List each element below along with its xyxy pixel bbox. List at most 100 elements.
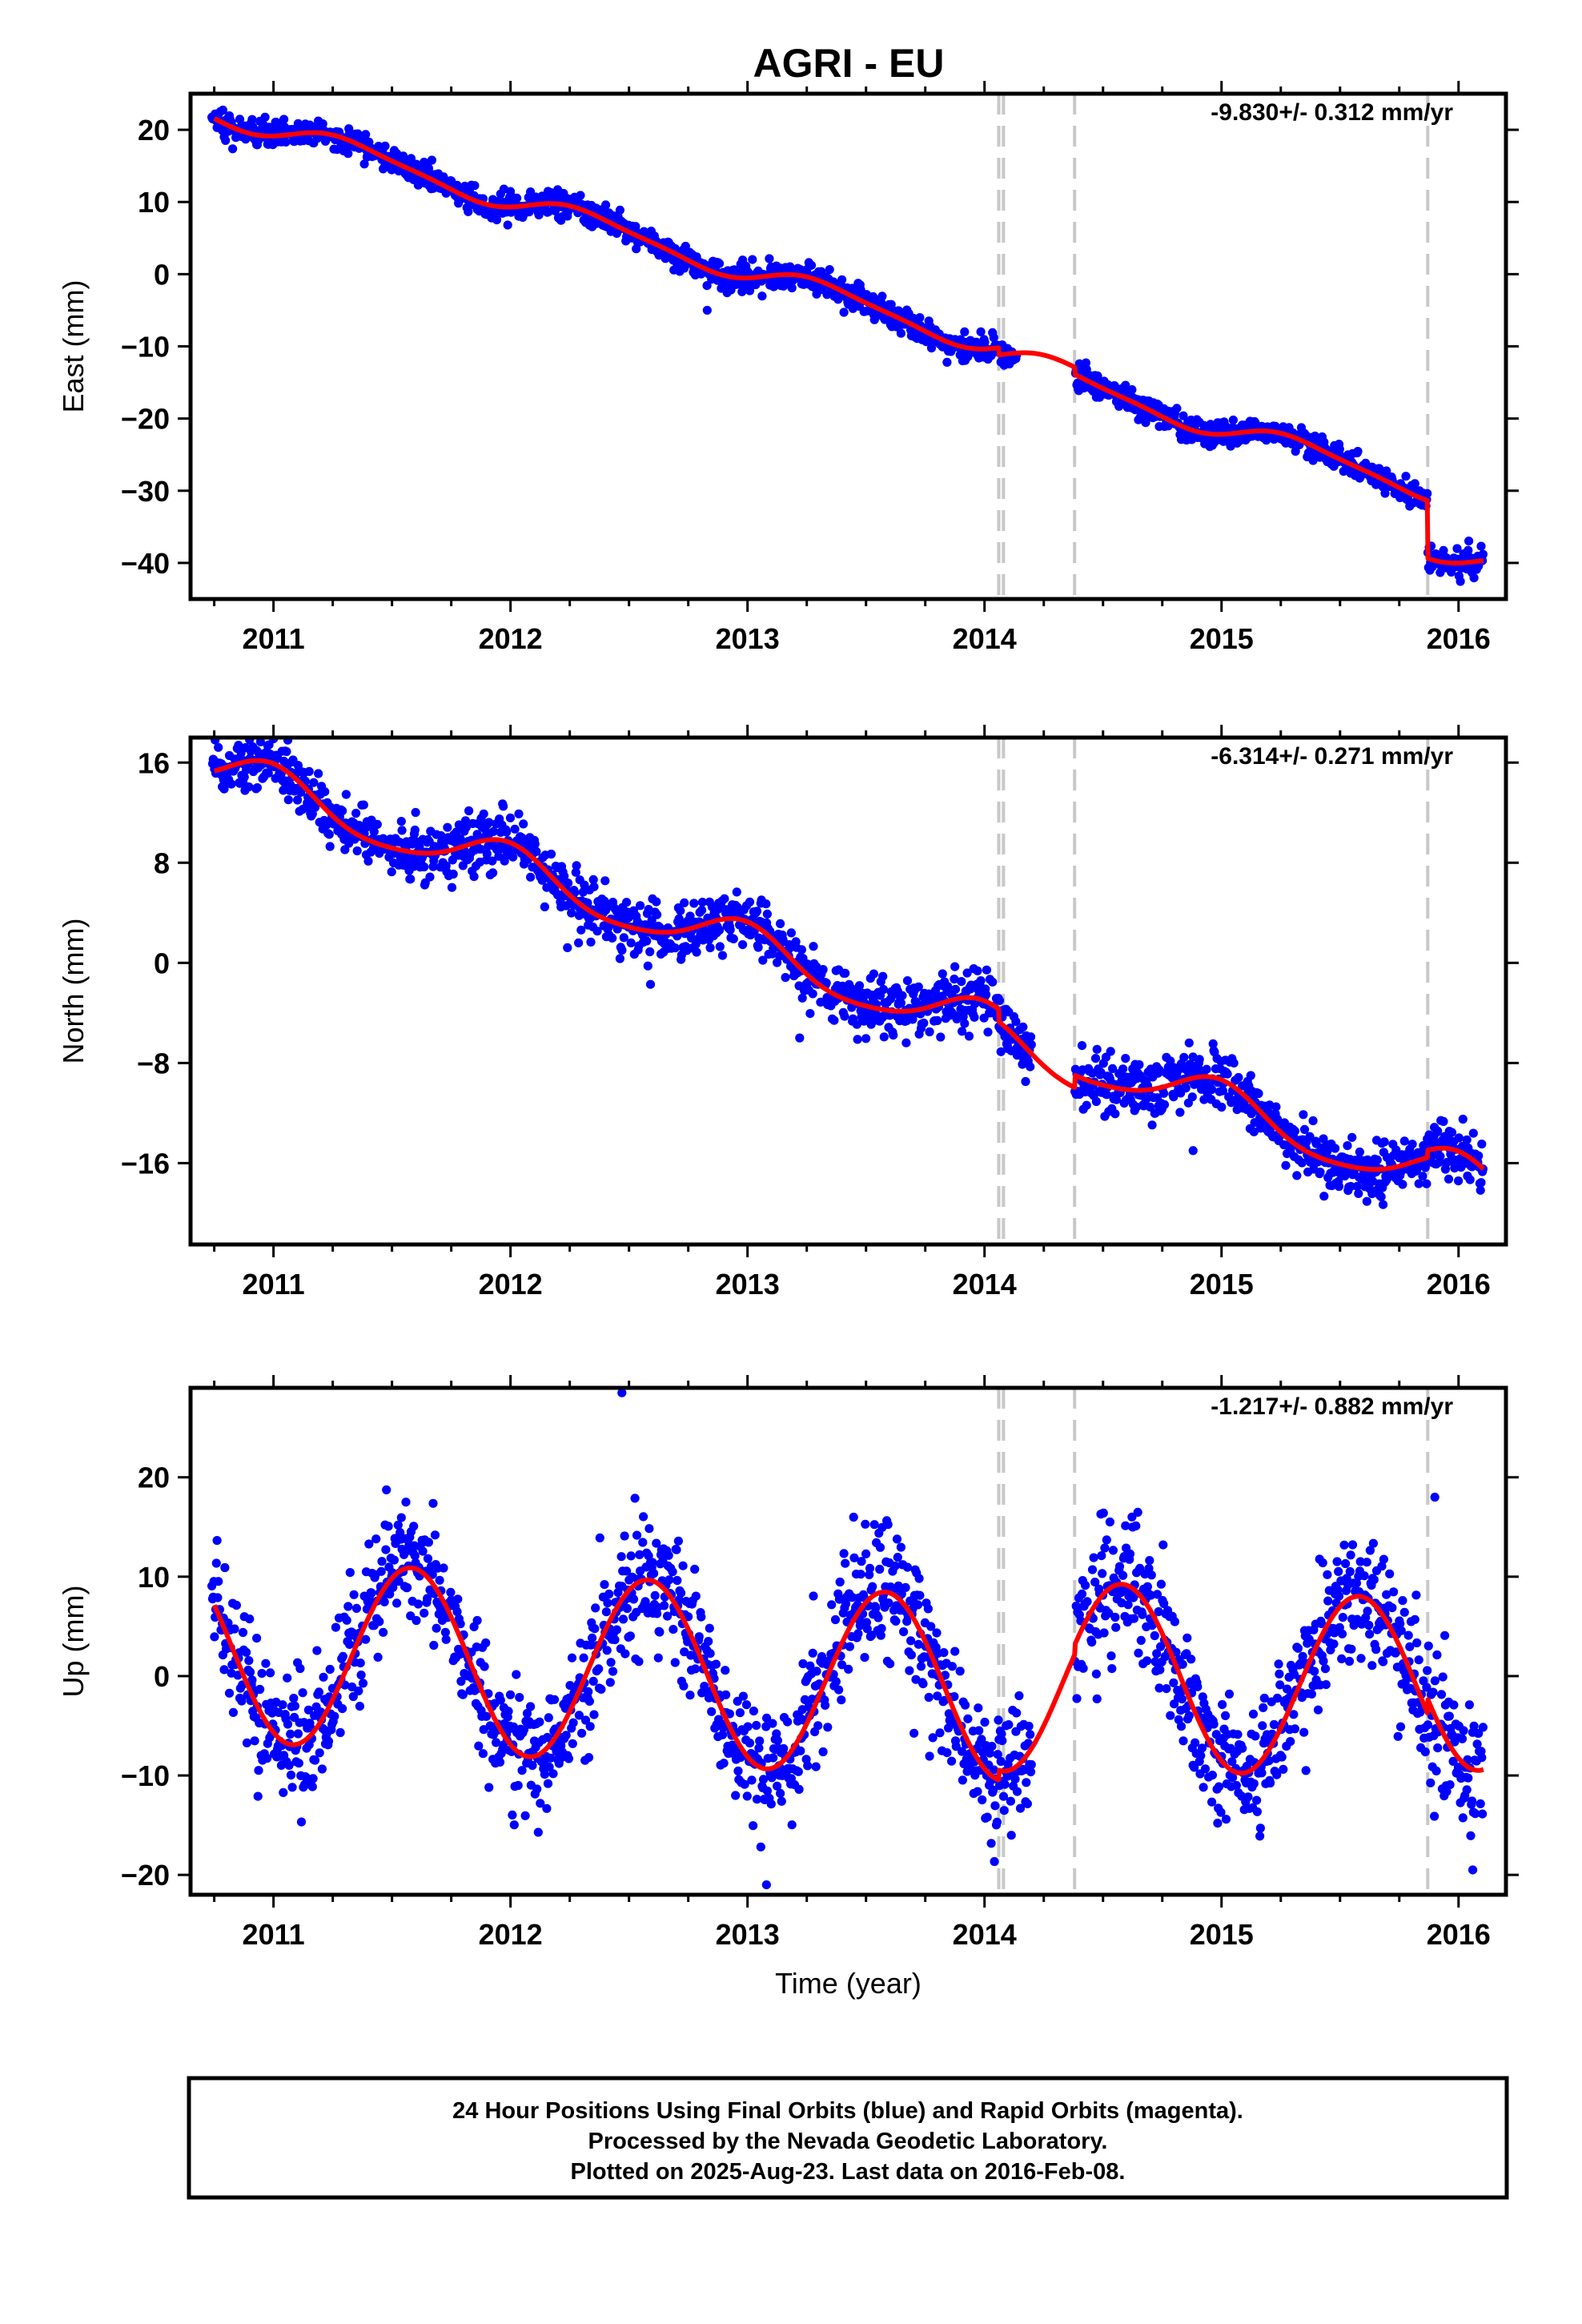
- data-point: [653, 1653, 663, 1663]
- data-point: [253, 1791, 263, 1801]
- data-point: [579, 1653, 588, 1663]
- x-tick-label: 2014: [953, 1268, 1017, 1301]
- data-point: [1420, 1163, 1430, 1172]
- data-point: [376, 1566, 386, 1576]
- data-point: [567, 1653, 577, 1663]
- data-point: [401, 1498, 411, 1507]
- data-point: [947, 1662, 957, 1671]
- data-point: [1217, 1102, 1227, 1112]
- data-point: [1022, 1778, 1031, 1787]
- data-point: [1380, 489, 1390, 498]
- data-point: [309, 778, 319, 787]
- data-point: [834, 1685, 844, 1695]
- data-point: [1423, 489, 1432, 498]
- data-point: [1100, 1543, 1110, 1553]
- data-point: [818, 965, 828, 975]
- data-point: [1452, 544, 1462, 553]
- data-point: [213, 1593, 223, 1602]
- data-point: [526, 872, 536, 882]
- data-point: [636, 901, 645, 911]
- data-point: [359, 159, 369, 169]
- data-point: [615, 954, 625, 963]
- data-point: [988, 977, 998, 987]
- data-point: [505, 813, 516, 822]
- data-point: [622, 898, 632, 907]
- data-point: [1106, 1651, 1116, 1661]
- data-point: [973, 1787, 982, 1796]
- data-point: [242, 1647, 251, 1657]
- data-point: [1082, 1597, 1092, 1606]
- y-tick-label: −30: [121, 475, 170, 508]
- data-point: [803, 1761, 813, 1771]
- data-point: [584, 1696, 595, 1706]
- data-point: [530, 839, 540, 849]
- data-point: [883, 1520, 893, 1530]
- data-point: [853, 1035, 862, 1044]
- data-point: [1110, 1109, 1120, 1119]
- y-tick-label: −20: [121, 403, 170, 436]
- data-point: [821, 1700, 830, 1710]
- data-point: [896, 328, 905, 338]
- data-point: [794, 1784, 804, 1794]
- data-point: [660, 1601, 669, 1610]
- data-point: [1092, 1694, 1102, 1703]
- data-point: [488, 868, 498, 878]
- data-point: [543, 1779, 553, 1788]
- data-point: [1169, 1092, 1178, 1102]
- data-point: [1092, 1044, 1102, 1054]
- data-point: [786, 928, 797, 938]
- data-point: [508, 1810, 517, 1819]
- data-point: [1099, 1628, 1109, 1638]
- data-point: [603, 1598, 612, 1608]
- data-point: [323, 1736, 334, 1746]
- data-point: [441, 1634, 451, 1644]
- data-point: [1146, 1102, 1155, 1112]
- data-point: [995, 995, 1005, 1005]
- data-point: [691, 1591, 701, 1601]
- data-point: [731, 1791, 741, 1800]
- data-point: [715, 942, 725, 951]
- data-point: [488, 856, 497, 866]
- data-point: [1098, 1569, 1107, 1578]
- data-point: [669, 1625, 678, 1634]
- data-point: [840, 1011, 849, 1021]
- data-point: [1299, 1110, 1308, 1120]
- data-point: [1179, 1052, 1189, 1062]
- x-tick-label: 2011: [243, 622, 305, 655]
- data-point: [1474, 1151, 1484, 1160]
- data-point: [1012, 1708, 1022, 1718]
- data-point: [837, 275, 847, 284]
- data-point: [591, 1603, 600, 1613]
- data-point: [672, 1545, 681, 1554]
- data-point: [308, 1774, 318, 1783]
- x-tick-label: 2015: [1190, 622, 1254, 655]
- data-point: [1454, 1176, 1464, 1186]
- data-point: [314, 1687, 323, 1697]
- data-point: [371, 1534, 381, 1544]
- data-point: [352, 846, 362, 856]
- data-point: [738, 940, 748, 950]
- data-point: [429, 1640, 439, 1651]
- data-point: [1468, 1128, 1478, 1138]
- data-point: [970, 1012, 979, 1022]
- data-point: [358, 1679, 368, 1688]
- data-point: [345, 1568, 355, 1578]
- data-point: [704, 1637, 713, 1647]
- data-point: [600, 876, 610, 886]
- data-point: [243, 728, 251, 737]
- data-point: [1006, 1796, 1015, 1806]
- data-point: [808, 989, 817, 999]
- data-point: [283, 1719, 293, 1729]
- data-point: [214, 742, 223, 752]
- data-point: [839, 308, 849, 317]
- data-point: [396, 817, 406, 826]
- data-point: [1246, 1071, 1255, 1080]
- data-point: [295, 1663, 305, 1674]
- data-point: [1292, 1171, 1302, 1180]
- data-point: [1476, 1178, 1486, 1188]
- data-point: [492, 215, 502, 225]
- data-point: [1077, 1041, 1087, 1051]
- data-point: [1331, 1144, 1340, 1153]
- data-point: [721, 1690, 731, 1699]
